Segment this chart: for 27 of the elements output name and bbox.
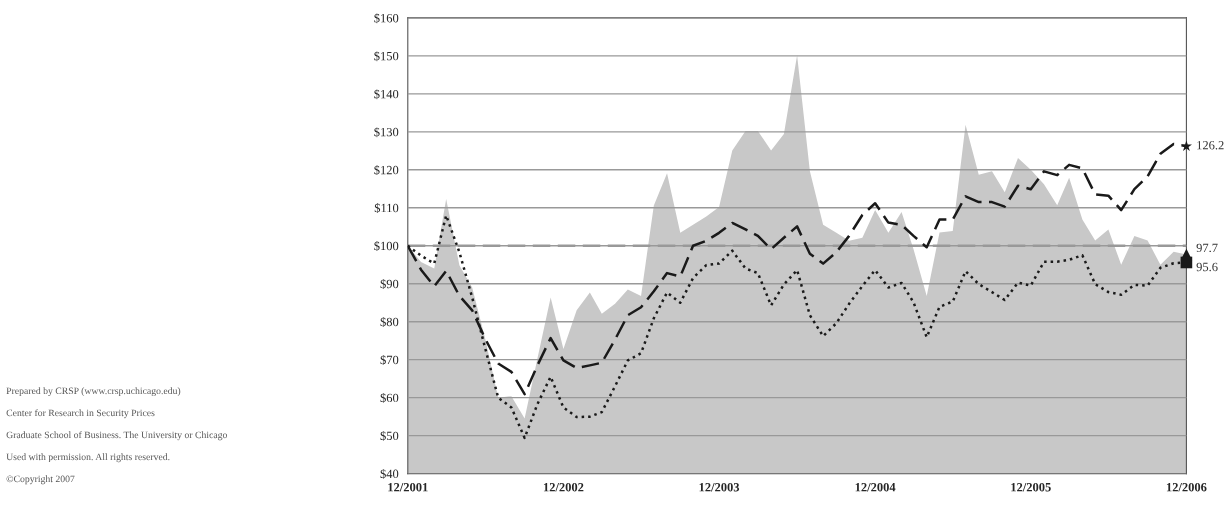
y-tick-label: $80 <box>380 316 399 327</box>
y-tick-label: $60 <box>380 392 399 403</box>
y-tick-label: $140 <box>374 89 399 100</box>
y-tick-label: $120 <box>374 165 399 176</box>
x-tick-label: 12/2005 <box>1011 482 1051 492</box>
x-tick-label: 12/2004 <box>855 482 896 492</box>
y-tick-label: $150 <box>374 51 399 62</box>
y-tick-label: $90 <box>380 279 399 290</box>
x-tick-label: 12/2002 <box>543 482 584 492</box>
y-tick-label: $70 <box>380 354 399 365</box>
text: Center for Research in Security Prices <box>6 409 155 419</box>
text: Prepared by CRSP (www.crsp.uchicago.edu) <box>6 387 181 397</box>
y-tick-label: $100 <box>374 241 399 252</box>
data-label: 95.6 <box>1196 262 1218 272</box>
y-tick-label: $110 <box>374 203 399 214</box>
x-tick-label: 12/2001 <box>388 482 428 492</box>
text: ©Copyright 2007 <box>6 475 75 485</box>
x-tick-label: 12/2006 <box>1166 482 1207 492</box>
x-tick-label: 12/2003 <box>699 482 740 492</box>
y-tick-label: $40 <box>380 468 399 479</box>
data-label: 97.7 <box>1196 243 1218 253</box>
y-tick-label: $50 <box>380 430 399 441</box>
text: Used with permission. All rights reserved. <box>6 453 170 463</box>
data-label: 126.2 <box>1197 141 1224 150</box>
y-tick-label: $160 <box>374 13 399 24</box>
y-tick-label: $130 <box>374 127 399 138</box>
text: Graduate School of Business. The University or Chicago <box>6 431 228 441</box>
